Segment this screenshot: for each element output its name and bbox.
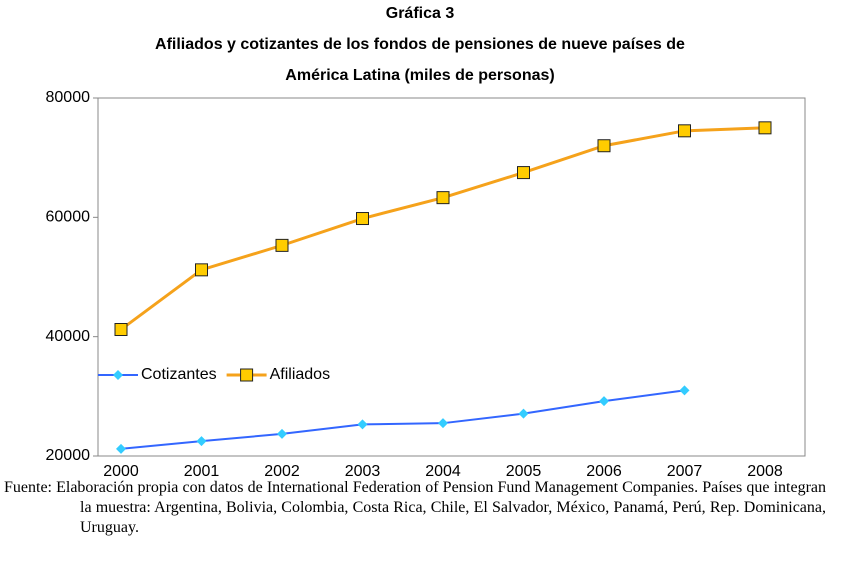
marker (277, 428, 287, 439)
y-tick-label: 60000 (46, 209, 91, 226)
chart: Gráfica 3 Afiliados y cotizantes de los … (46, 5, 806, 480)
legend-label: Afiliados (270, 366, 330, 383)
y-tick-label: 20000 (46, 447, 91, 464)
x-tick-label: 2007 (667, 463, 703, 480)
marker (679, 385, 690, 396)
source-note: Fuente: Elaboración propia con datos de … (4, 479, 826, 536)
legend-marker (113, 370, 123, 380)
marker (357, 419, 368, 430)
x-tick-label: 2006 (586, 463, 622, 480)
marker (597, 139, 611, 153)
x-tick-label: 2002 (264, 463, 300, 480)
legend-label: Cotizantes (141, 366, 217, 383)
marker (678, 124, 691, 138)
marker (114, 323, 128, 337)
x-tick-label: 2004 (425, 463, 461, 480)
plot-frame (97, 97, 806, 457)
chart-title: Gráfica 3 (386, 5, 455, 22)
marker (518, 408, 529, 419)
x-tick-label: 2005 (506, 463, 542, 480)
chart-subtitle: América Latina (miles de personas) (285, 67, 554, 84)
y-tick-label: 40000 (46, 328, 91, 345)
marker (196, 436, 207, 447)
x-tick-label: 2000 (103, 463, 139, 480)
marker (195, 263, 208, 277)
legend-marker (240, 368, 254, 382)
marker (436, 191, 450, 205)
marker (275, 238, 289, 252)
series-line (120, 126, 766, 331)
marker (356, 212, 369, 226)
marker (599, 396, 609, 407)
y-tick-label: 80000 (46, 89, 91, 106)
chart-subtitle: Afiliados y cotizantes de los fondos de … (155, 36, 685, 53)
marker (517, 166, 530, 180)
marker (116, 443, 126, 454)
series-line (120, 389, 685, 450)
x-tick-label: 2001 (184, 463, 220, 480)
x-tick-label: 2003 (345, 463, 381, 480)
marker (438, 418, 448, 429)
x-tick-label: 2008 (747, 463, 783, 480)
marker (758, 121, 772, 135)
